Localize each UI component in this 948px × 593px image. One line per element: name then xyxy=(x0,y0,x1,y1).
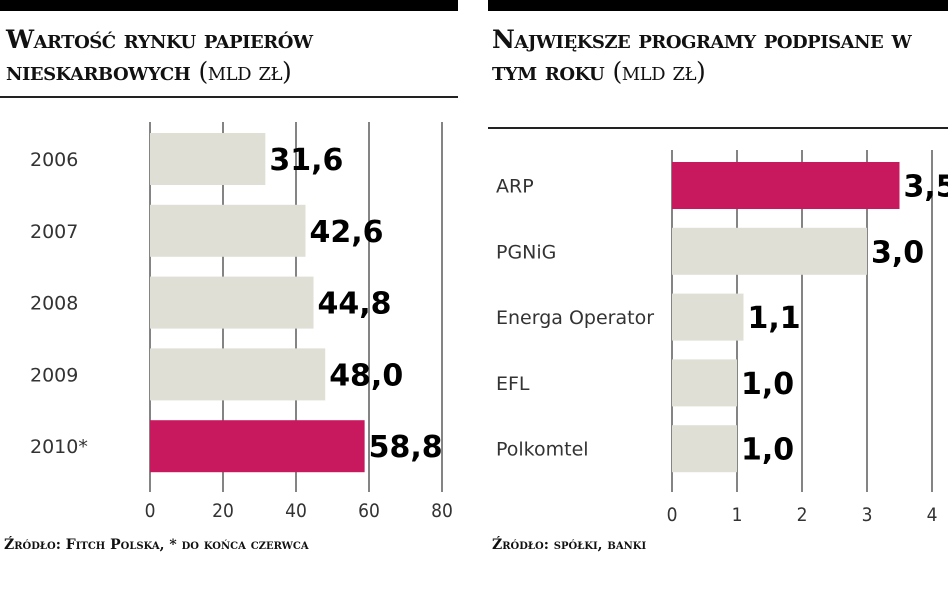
chart-title-right: Największe programy podpisane w tym roku… xyxy=(492,25,912,86)
category-label: 2009 xyxy=(30,364,78,386)
category-label: 2010* xyxy=(30,436,88,458)
value-label: 3,5 xyxy=(904,170,948,205)
bar xyxy=(150,420,365,473)
bar xyxy=(672,359,737,407)
chart-title-left: Wartość rynku papierów nieskarbowych (ml… xyxy=(6,25,313,86)
top-bar-right xyxy=(488,0,948,11)
value-label: 31,6 xyxy=(269,143,343,178)
title-rule-left xyxy=(0,96,458,98)
value-label: 44,8 xyxy=(318,287,392,322)
value-label: 1,0 xyxy=(741,367,794,402)
category-label: EFL xyxy=(496,373,530,395)
x-tick-label: 3 xyxy=(862,504,873,526)
category-label: Polkomtel xyxy=(496,439,589,461)
category-label: Energa Operator xyxy=(496,307,654,329)
value-label: 58,8 xyxy=(369,430,443,465)
bar xyxy=(672,162,900,209)
x-tick-label: 60 xyxy=(358,500,380,522)
source-right: Źródło: spółki, banki xyxy=(492,537,647,553)
value-label: 48,0 xyxy=(329,358,403,393)
value-label: 42,6 xyxy=(309,215,383,250)
x-tick-label: 0 xyxy=(667,504,678,526)
category-label: ARP xyxy=(496,176,534,198)
category-label: 2006 xyxy=(30,149,78,171)
value-label: 3,0 xyxy=(871,235,924,270)
x-tick-label: 0 xyxy=(145,500,156,522)
category-label: 2008 xyxy=(30,293,78,315)
bar xyxy=(672,293,744,341)
value-label: 1,1 xyxy=(748,301,801,336)
bar xyxy=(150,276,314,329)
x-tick-label: 1 xyxy=(732,504,743,526)
value-label: 1,0 xyxy=(741,433,794,468)
category-label: PGNiG xyxy=(496,241,556,263)
x-tick-label: 80 xyxy=(431,500,453,522)
x-tick-label: 4 xyxy=(927,504,938,526)
bar xyxy=(150,133,266,185)
bar xyxy=(672,227,867,275)
category-label: 2007 xyxy=(30,221,78,243)
bar xyxy=(150,348,326,401)
x-tick-label: 2 xyxy=(797,504,808,526)
top-bar-left xyxy=(0,0,458,11)
title-rule-right xyxy=(488,127,948,129)
x-tick-label: 20 xyxy=(212,500,234,522)
x-tick-label: 40 xyxy=(285,500,307,522)
bar xyxy=(672,425,737,473)
bar xyxy=(150,204,306,257)
source-left: Źródło: Fitch Polska, * do końca czerwca xyxy=(4,537,309,553)
